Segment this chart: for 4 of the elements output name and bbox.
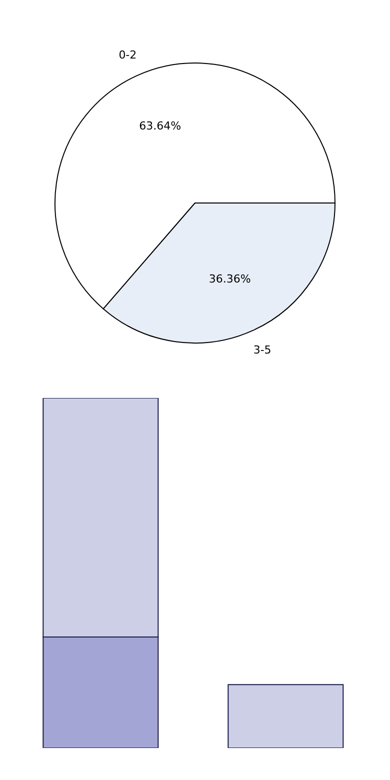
data-label: 36.36% — [208, 272, 251, 286]
slice-label: 0-2 — [118, 48, 137, 62]
slice-label: 3-5 — [253, 343, 272, 356]
data-label: 63.64% — [139, 120, 182, 133]
